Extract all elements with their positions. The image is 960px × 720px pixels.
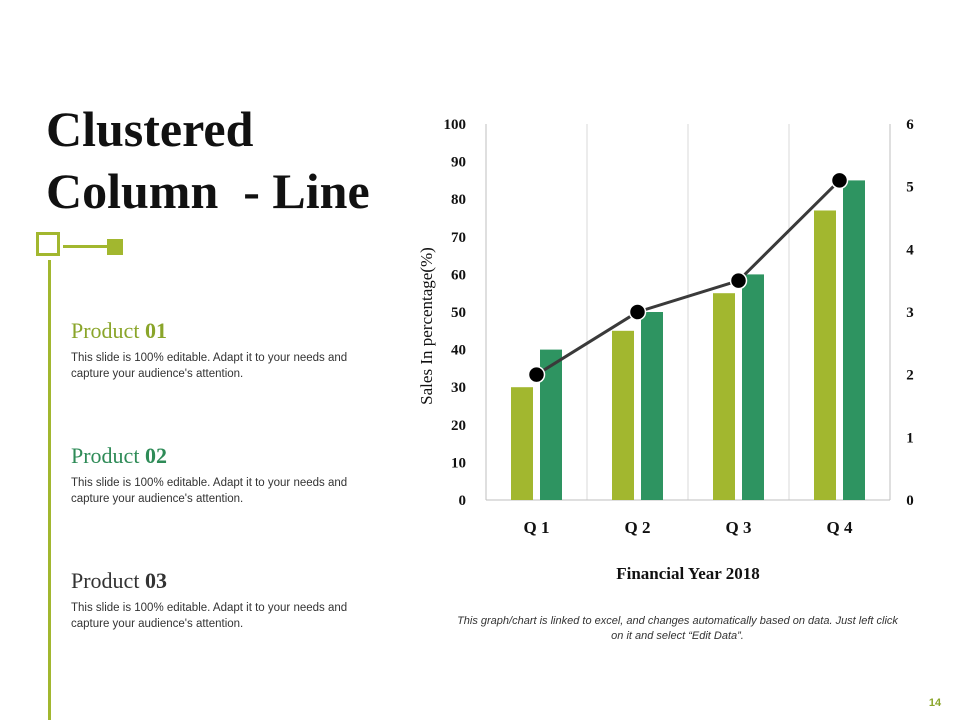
product-number: 02 [144,443,167,468]
bar [641,312,663,500]
bar [540,349,562,500]
bar [843,180,865,500]
line-point [729,271,748,290]
y2-tick-label: 5 [906,180,914,196]
timeline-connector [63,245,109,248]
y-tick-label: 70 [451,230,466,246]
bar [612,330,634,500]
timeline-square-marker [36,232,60,256]
x-tick-label: Q 4 [827,518,853,537]
line-point [830,171,849,190]
product-name: Product 02 [71,443,381,469]
product-label: Product [71,443,140,468]
x-tick-label: Q 1 [524,518,550,537]
x-tick-label: Q 2 [625,518,651,537]
bar [713,293,735,500]
y-tick-label: 100 [444,117,467,133]
product-label: Product [71,318,140,343]
bar [814,210,836,500]
timeline-dot-marker [107,239,123,255]
product-number: 01 [144,318,167,343]
timeline-line [48,260,51,720]
series-line [535,179,841,376]
y-tick-label: 0 [459,493,467,509]
product-name: Product 03 [71,568,381,594]
y2-tick-label: 4 [906,242,914,258]
y2-tick-label: 1 [906,430,914,446]
chart-note: This graph/chart is linked to excel, and… [457,615,898,642]
product-name: Product 01 [71,318,381,344]
line-point [527,365,546,384]
y-tick-label: 60 [451,267,466,283]
bar [511,387,533,500]
y2-tick-label: 2 [906,368,914,384]
x-tick-label: Q 3 [726,518,752,537]
product-label: Product [71,568,140,593]
y2-tick-label: 6 [906,117,914,133]
y2-tick-label: 3 [906,305,914,321]
y-tick-label: 50 [451,305,466,321]
product-description: This slide is 100% editable. Adapt it to… [71,352,348,380]
product-number: 03 [144,568,167,593]
bar [742,274,764,500]
title-line-1: Clustered [46,101,254,157]
y-tick-label: 90 [451,155,466,171]
title-line-2: Column - Line [46,163,370,219]
page-number: 14 [928,697,942,709]
product-item: Product 03 This slide is 100% editable. … [71,568,381,632]
y-tick-label: 30 [451,380,466,396]
y-tick-label: 80 [451,192,466,208]
product-description: This slide is 100% editable. Adapt it to… [71,602,348,630]
combo-chart: 0 10 20 30 40 50 60 70 80 90 100 0 1 2 3 4 5 6 Q 1 Q 2 Q 3 Q … [417,117,914,583]
product-item: Product 02 This slide is 100% editable. … [71,443,381,507]
y-tick-label: 40 [451,343,466,359]
line-point [628,303,647,321]
y-tick-label: 20 [451,418,466,434]
y-axis-title: Sales In percentage(%) [417,247,436,405]
slide-title: Clustered Column - Line [46,98,406,222]
x-axis-title: Financial Year 2018 [616,564,760,583]
product-description: This slide is 100% editable. Adapt it to… [71,477,348,505]
product-item: Product 01 This slide is 100% editable. … [71,318,381,382]
y-tick-label: 10 [451,455,466,471]
y2-tick-label: 0 [906,493,914,509]
